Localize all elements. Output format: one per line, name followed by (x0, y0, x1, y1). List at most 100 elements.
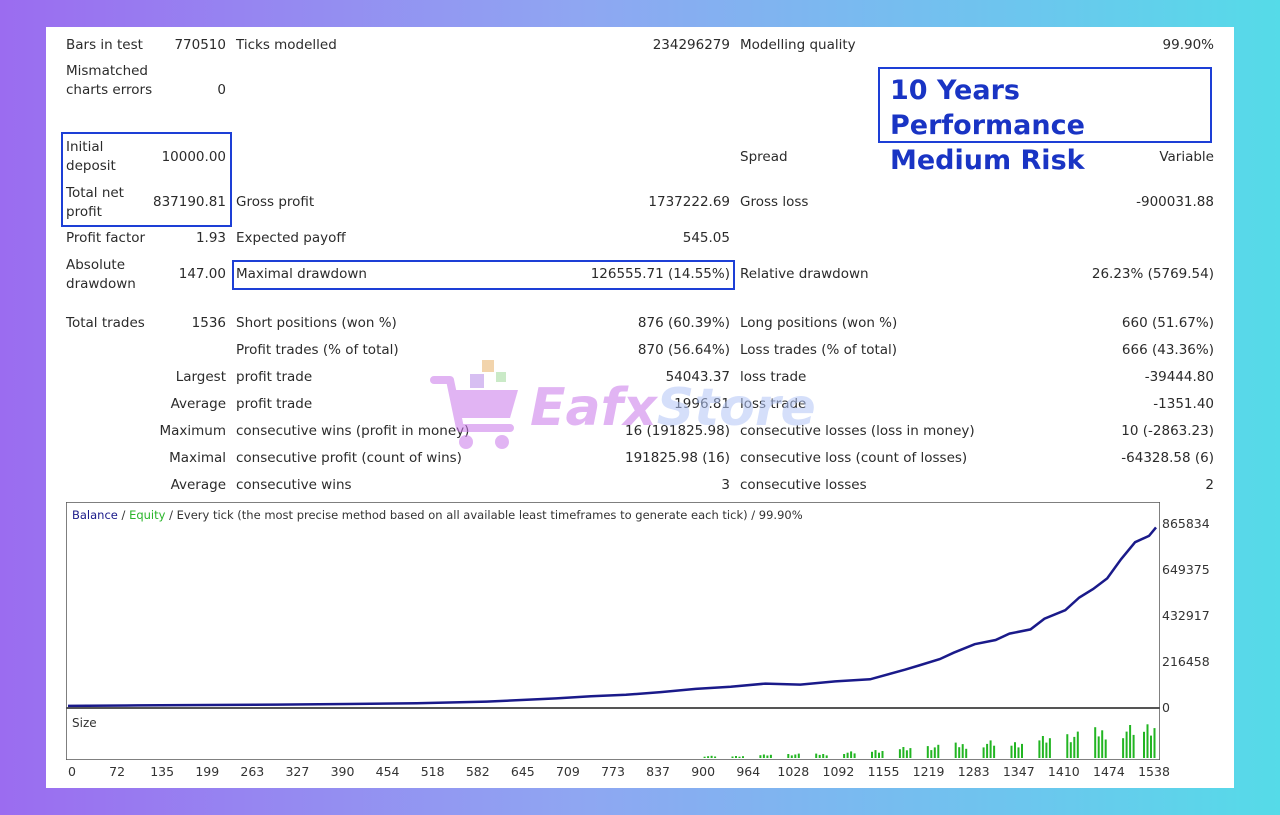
absolute-drawdown-value: 147.00 (178, 266, 226, 282)
size-bar (818, 754, 821, 758)
size-bar (794, 754, 797, 758)
size-bar (881, 751, 884, 758)
size-bar (986, 743, 989, 758)
ticks-modelled-label: Ticks modelled (236, 37, 337, 53)
shopping-cart-icon (430, 360, 518, 449)
profit-trades-label: Profit trades (% of total) (236, 342, 399, 358)
total-net-profit-label: Total net profit (66, 185, 124, 220)
promo-line1: 10 Years Performance (890, 75, 1085, 141)
size-bar (822, 754, 825, 758)
size-bar (965, 748, 968, 758)
y-tick-label: 649375 (1162, 562, 1210, 577)
average-label: Average (170, 396, 226, 412)
size-bar (1066, 734, 1069, 758)
size-bar (898, 749, 901, 758)
chart-frame (66, 502, 1160, 760)
initial-deposit-label: Initial deposit (66, 139, 116, 174)
size-bars (703, 724, 1156, 758)
size-bar (1076, 731, 1079, 758)
y-tick-label: 0 (1162, 700, 1170, 715)
x-tick-label: 1155 (867, 764, 900, 779)
x-tick-label: 1410 (1047, 764, 1080, 779)
max-drawdown-highlight (232, 260, 735, 290)
largest-loss-value: -39444.80 (1144, 369, 1214, 385)
watermark-text: EafxStore (530, 378, 816, 438)
watermark: EafxStore (430, 358, 860, 458)
spread-label: Spread (740, 149, 788, 165)
size-bar (825, 755, 828, 758)
size-bar (958, 747, 961, 758)
expected-payoff-value: 545.05 (682, 230, 730, 246)
x-tick-label: 199 (195, 764, 220, 779)
x-tick-label: 645 (510, 764, 535, 779)
spread-value: Variable (1159, 149, 1214, 165)
size-bar (731, 756, 734, 758)
maximal-consec-profit-value: 191825.98 (16) (624, 450, 730, 466)
size-bar (1146, 724, 1149, 758)
bars-in-test-label: Bars in test (66, 37, 143, 53)
x-tick-label: 1283 (957, 764, 990, 779)
size-bar (874, 750, 877, 758)
size-bar (1021, 743, 1023, 758)
size-bar (1097, 736, 1100, 758)
maximal-consec-loss-value: -64328.58 (6) (1121, 450, 1214, 466)
largest-profit-value: 54043.37 (665, 369, 730, 385)
bars-in-test-value: 770510 (174, 37, 226, 53)
maximum-label: Maximum (159, 423, 226, 439)
x-tick-label: 135 (150, 764, 175, 779)
size-bar (961, 744, 964, 758)
promo-line2: Medium Risk (890, 145, 1085, 176)
average-profit-value: 1996.81 (674, 396, 730, 412)
size-bar (1010, 745, 1013, 758)
y-tick-label: 865834 (1162, 516, 1210, 531)
x-tick-label: 1474 (1093, 764, 1125, 779)
maximal-consec-loss-label: consecutive loss (count of losses) (740, 450, 968, 466)
y-tick-label: 432917 (1162, 608, 1210, 623)
maximal-drawdown-label: Maximal drawdown (236, 266, 367, 282)
balance-line (67, 526, 1157, 708)
relative-drawdown-value: 26.23% (5769.54) (1091, 266, 1214, 282)
avg-consec-wins-value: 3 (721, 477, 730, 493)
largest-loss-label: loss trade (740, 369, 807, 385)
max-consec-losses-value: 10 (-2863.23) (1121, 423, 1214, 439)
size-bar (850, 751, 853, 758)
size-bar (853, 753, 856, 758)
balance-chart (66, 502, 1160, 760)
size-bar (878, 752, 880, 758)
x-tick-label: 263 (240, 764, 265, 779)
absolute-drawdown-label: Absolute drawdown (66, 257, 136, 292)
size-bar (1153, 728, 1156, 758)
size-bar (735, 756, 737, 758)
size-bar (815, 753, 818, 758)
mismatched-value: 0 (217, 82, 226, 98)
x-tick-label: 518 (420, 764, 445, 779)
size-bar (982, 747, 985, 758)
size-bar (1094, 727, 1097, 758)
size-bar (993, 745, 996, 758)
average2-label: Average (170, 477, 226, 493)
size-bar (937, 744, 940, 758)
size-label: Size (72, 716, 97, 730)
x-tick-label: 1347 (1002, 764, 1035, 779)
x-tick-label: 454 (375, 764, 400, 779)
size-bar (1073, 736, 1076, 758)
size-bar (710, 755, 713, 758)
size-bar (926, 746, 929, 758)
size-bar (787, 754, 790, 758)
size-bar (707, 756, 710, 758)
avg-consec-wins-label: consecutive wins (236, 477, 352, 493)
average-loss-label: loss trade (740, 396, 807, 412)
profit-factor-value: 1.93 (195, 230, 226, 246)
total-trades-value: 1536 (191, 315, 226, 331)
x-tick-label: 1219 (912, 764, 945, 779)
x-tick-label: 1028 (777, 764, 810, 779)
short-positions-label: Short positions (won %) (236, 315, 397, 331)
initial-deposit-value: 10000.00 (161, 149, 226, 165)
modelling-quality-value: 99.90% (1162, 37, 1214, 53)
promo-banner: 10 Years Performance Medium Risk (878, 67, 1212, 176)
mismatched-label: Mismatched charts errors (66, 63, 153, 98)
max-consec-wins-value: 16 (191825.98) (624, 423, 730, 439)
largest-profit-label: profit trade (236, 369, 313, 385)
y-tick-label: 216458 (1162, 654, 1210, 669)
size-bar (843, 754, 846, 758)
